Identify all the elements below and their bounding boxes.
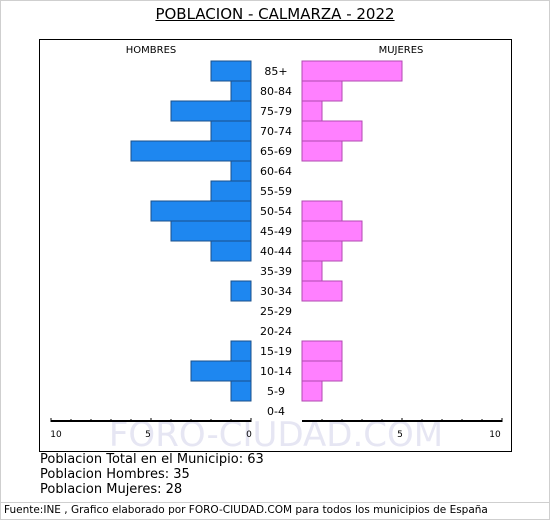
bar-hombres [170, 220, 252, 242]
chart-title: POBLACION - CALMARZA - 2022 [155, 5, 395, 23]
age-label: 5-9 [267, 385, 285, 398]
bar-hombres [230, 280, 252, 302]
age-label: 25-29 [260, 305, 292, 318]
bar-hombres [170, 100, 252, 122]
stat-total: Poblacion Total en el Municipio: 63 [40, 452, 264, 467]
bar-mujeres [301, 360, 343, 382]
stat-mujeres: Poblacion Mujeres: 28 [40, 482, 183, 497]
x-tick-label: 10 [489, 430, 501, 440]
age-label: 10-14 [260, 365, 292, 378]
bar-hombres [230, 340, 252, 362]
bar-mujeres [301, 60, 403, 82]
bar-mujeres [301, 220, 363, 242]
bar-mujeres [301, 200, 343, 222]
age-label: 40-44 [260, 245, 292, 258]
age-label: 55-59 [260, 185, 292, 198]
footer-source: Fuente:INE , Grafico elaborado por FORO-… [4, 504, 488, 516]
age-label: 70-74 [260, 125, 292, 138]
bar-hombres [210, 60, 252, 82]
age-label: 80-84 [260, 85, 292, 98]
age-label: 20-24 [260, 325, 292, 338]
age-label: 45-49 [260, 225, 292, 238]
bar-mujeres [301, 340, 343, 362]
age-label: 75-79 [260, 105, 292, 118]
chart-area: FORO-CIUDAD.COM HOMBRES MUJERES 85+ 80-84 75-… [39, 39, 512, 452]
left-header: HOMBRES [126, 45, 177, 56]
bar-mujeres [301, 280, 343, 302]
bar-mujeres [301, 140, 343, 162]
age-label: 0-4 [267, 405, 285, 418]
footer-divider [0, 502, 550, 503]
bar-mujeres [301, 100, 323, 122]
bar-hombres [150, 200, 252, 222]
right-header: MUJERES [379, 45, 424, 56]
population-stats: Poblacion Total en el Municipio: 63 Pobl… [40, 452, 264, 497]
bar-mujeres [301, 120, 363, 142]
bar-hombres [230, 380, 252, 402]
age-label: 30-34 [260, 285, 292, 298]
x-tick-label: 5 [397, 430, 403, 440]
age-label: 85+ [264, 65, 287, 78]
age-label: 35-39 [260, 265, 292, 278]
stat-hombres: Poblacion Hombres: 35 [40, 467, 190, 482]
bar-mujeres [301, 240, 343, 262]
x-tick-label: 5 [145, 430, 151, 440]
bar-hombres [130, 140, 252, 162]
bar-hombres [230, 80, 252, 102]
x-tick-label: 0 [246, 430, 252, 440]
bar-hombres [190, 360, 252, 382]
bar-hombres [210, 240, 252, 262]
age-label: 65-69 [260, 145, 292, 158]
bar-hombres [210, 180, 252, 202]
age-label: 60-64 [260, 165, 292, 178]
bar-mujeres [301, 380, 323, 402]
x-tick-label: 10 [50, 430, 62, 440]
age-label: 50-54 [260, 205, 292, 218]
age-label: 15-19 [260, 345, 292, 358]
bar-hombres [230, 160, 252, 182]
bar-hombres [210, 120, 252, 142]
bar-mujeres [301, 260, 323, 282]
bar-mujeres [301, 80, 343, 102]
